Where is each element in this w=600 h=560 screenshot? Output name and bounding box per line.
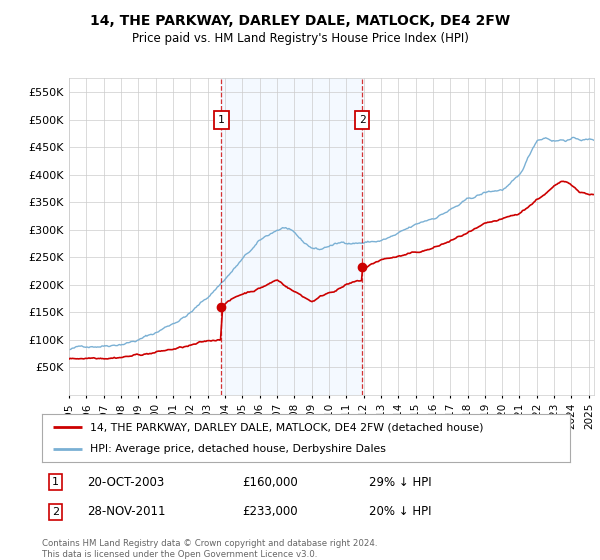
Text: 20% ↓ HPI: 20% ↓ HPI <box>370 505 432 519</box>
Text: 2: 2 <box>52 507 59 517</box>
Text: This data is licensed under the Open Government Licence v3.0.: This data is licensed under the Open Gov… <box>42 550 317 559</box>
Text: 14, THE PARKWAY, DARLEY DALE, MATLOCK, DE4 2FW: 14, THE PARKWAY, DARLEY DALE, MATLOCK, D… <box>90 14 510 28</box>
Text: £233,000: £233,000 <box>242 505 298 519</box>
Text: Price paid vs. HM Land Registry's House Price Index (HPI): Price paid vs. HM Land Registry's House … <box>131 32 469 45</box>
Text: 20-OCT-2003: 20-OCT-2003 <box>87 475 164 489</box>
Text: 1: 1 <box>218 115 225 125</box>
Text: HPI: Average price, detached house, Derbyshire Dales: HPI: Average price, detached house, Derb… <box>89 444 385 454</box>
Text: 28-NOV-2011: 28-NOV-2011 <box>87 505 166 519</box>
Text: 2: 2 <box>359 115 365 125</box>
Text: 29% ↓ HPI: 29% ↓ HPI <box>370 475 432 489</box>
Text: Contains HM Land Registry data © Crown copyright and database right 2024.: Contains HM Land Registry data © Crown c… <box>42 539 377 548</box>
Text: 1: 1 <box>52 477 59 487</box>
Text: 14, THE PARKWAY, DARLEY DALE, MATLOCK, DE4 2FW (detached house): 14, THE PARKWAY, DARLEY DALE, MATLOCK, D… <box>89 422 483 432</box>
Text: £160,000: £160,000 <box>242 475 298 489</box>
Bar <box>221 78 362 395</box>
